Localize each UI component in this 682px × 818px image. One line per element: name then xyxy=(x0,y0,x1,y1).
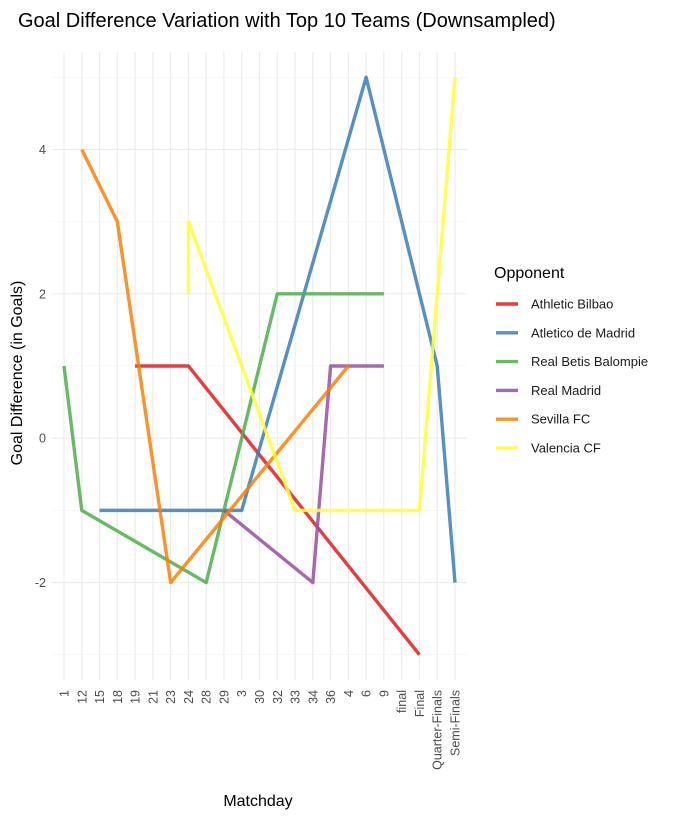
x-tick-label: 21 xyxy=(146,690,160,704)
x-tick-label: 23 xyxy=(164,690,178,704)
x-tick-label: 32 xyxy=(271,690,285,704)
x-tick-label: 30 xyxy=(253,690,267,704)
y-axis-title: Goal Difference (in Goals) xyxy=(9,281,26,466)
x-tick-label: Semi-Finals xyxy=(449,690,463,756)
legend-label: Atletico de Madrid xyxy=(531,325,635,340)
x-tick-label: 29 xyxy=(217,690,231,704)
x-tick-label: 33 xyxy=(289,690,303,704)
x-tick-label: 1 xyxy=(58,690,72,697)
y-tick-label: 4 xyxy=(39,143,46,157)
series-line-real-madrid xyxy=(222,364,384,585)
legend-label: Athletic Bilbao xyxy=(531,297,613,312)
legend: Opponent Athletic Bilbao Atletico de Madr… xyxy=(494,265,648,456)
x-tick-label: 36 xyxy=(324,690,338,704)
x-tick-label: 4 xyxy=(342,690,356,697)
legend-label: Valencia CF xyxy=(531,441,601,456)
series-lines xyxy=(62,75,457,656)
x-tick-label: 15 xyxy=(93,690,107,704)
series-line-athletic-bilbao xyxy=(135,364,421,656)
series-line-real-betis-balompie xyxy=(62,292,384,585)
x-tick-label: 12 xyxy=(75,690,89,704)
x-tick-label: 3 xyxy=(235,690,249,697)
x-tick-label: 24 xyxy=(182,690,196,704)
x-tick-label: 6 xyxy=(360,690,374,697)
legend-label: Real Betis Balompie xyxy=(531,354,648,369)
legend-title: Opponent xyxy=(494,265,565,282)
y-tick-label: 2 xyxy=(39,287,46,301)
y-axis-ticks: -2 0 2 4 xyxy=(35,143,46,590)
x-axis-title: Matchday xyxy=(223,793,292,810)
x-tick-label: Final xyxy=(413,690,427,717)
x-tick-label: 28 xyxy=(200,690,214,704)
x-tick-label: 9 xyxy=(377,690,391,697)
chart-title: Goal Difference Variation with Top 10 Te… xyxy=(18,10,556,32)
series-line-sevilla-fc xyxy=(80,148,350,585)
x-tick-label: Quarter-Finals xyxy=(431,690,445,770)
series-line-valencia-cf xyxy=(186,77,457,513)
x-tick-label: final xyxy=(395,690,409,713)
y-tick-label: -2 xyxy=(35,576,46,590)
x-tick-label: 19 xyxy=(129,690,143,704)
x-tick-label: 18 xyxy=(111,690,125,704)
x-axis-ticks: 1 12 15 18 19 21 23 24 28 29 3 30 32 33 34 36 4 6 9 final Fi… xyxy=(58,690,463,770)
legend-label: Real Madrid xyxy=(531,383,601,398)
x-tick-label: 34 xyxy=(306,690,320,704)
legend-label: Sevilla FC xyxy=(531,412,590,427)
y-tick-label: 0 xyxy=(39,432,46,446)
series-line-atletico-de-madrid xyxy=(99,75,457,583)
